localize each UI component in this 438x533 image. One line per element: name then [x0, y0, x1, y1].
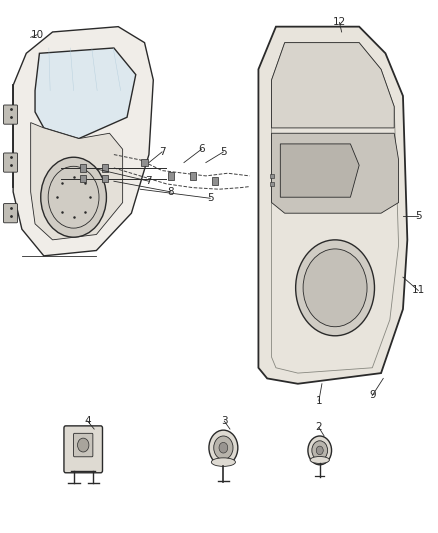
Text: 12: 12 — [333, 18, 346, 27]
Text: 7: 7 — [145, 176, 152, 186]
Text: 8: 8 — [167, 187, 174, 197]
Ellipse shape — [211, 458, 236, 466]
FancyBboxPatch shape — [102, 164, 108, 172]
Text: 1: 1 — [315, 396, 322, 406]
Circle shape — [41, 157, 106, 237]
Text: 10: 10 — [31, 30, 44, 39]
FancyBboxPatch shape — [4, 153, 18, 172]
Circle shape — [316, 446, 323, 455]
FancyBboxPatch shape — [4, 204, 18, 223]
Text: 6: 6 — [198, 144, 205, 154]
FancyBboxPatch shape — [102, 175, 108, 182]
Circle shape — [303, 249, 367, 327]
Text: 3: 3 — [221, 416, 228, 426]
Circle shape — [78, 438, 89, 452]
Circle shape — [219, 442, 228, 453]
Text: 9: 9 — [369, 391, 376, 400]
Polygon shape — [31, 123, 123, 240]
Polygon shape — [280, 144, 359, 197]
Polygon shape — [35, 48, 136, 139]
FancyBboxPatch shape — [141, 159, 148, 166]
FancyBboxPatch shape — [212, 177, 218, 185]
FancyBboxPatch shape — [168, 172, 174, 180]
Text: 4: 4 — [84, 416, 91, 426]
Circle shape — [214, 436, 233, 459]
Text: 7: 7 — [159, 147, 166, 157]
Circle shape — [209, 430, 238, 465]
FancyBboxPatch shape — [80, 164, 86, 172]
FancyBboxPatch shape — [190, 172, 196, 180]
Circle shape — [296, 240, 374, 336]
Text: 2: 2 — [315, 423, 322, 432]
Text: 5: 5 — [220, 147, 227, 157]
Text: 5: 5 — [415, 211, 422, 221]
Text: 11: 11 — [412, 286, 425, 295]
Polygon shape — [272, 43, 394, 128]
FancyBboxPatch shape — [74, 433, 93, 457]
FancyBboxPatch shape — [4, 105, 18, 124]
FancyBboxPatch shape — [80, 175, 86, 182]
Circle shape — [308, 436, 332, 465]
Text: 5: 5 — [207, 193, 214, 203]
FancyBboxPatch shape — [64, 426, 102, 473]
Polygon shape — [13, 27, 153, 256]
Ellipse shape — [310, 456, 329, 463]
Polygon shape — [258, 27, 407, 384]
Polygon shape — [272, 133, 399, 213]
Circle shape — [312, 441, 328, 460]
